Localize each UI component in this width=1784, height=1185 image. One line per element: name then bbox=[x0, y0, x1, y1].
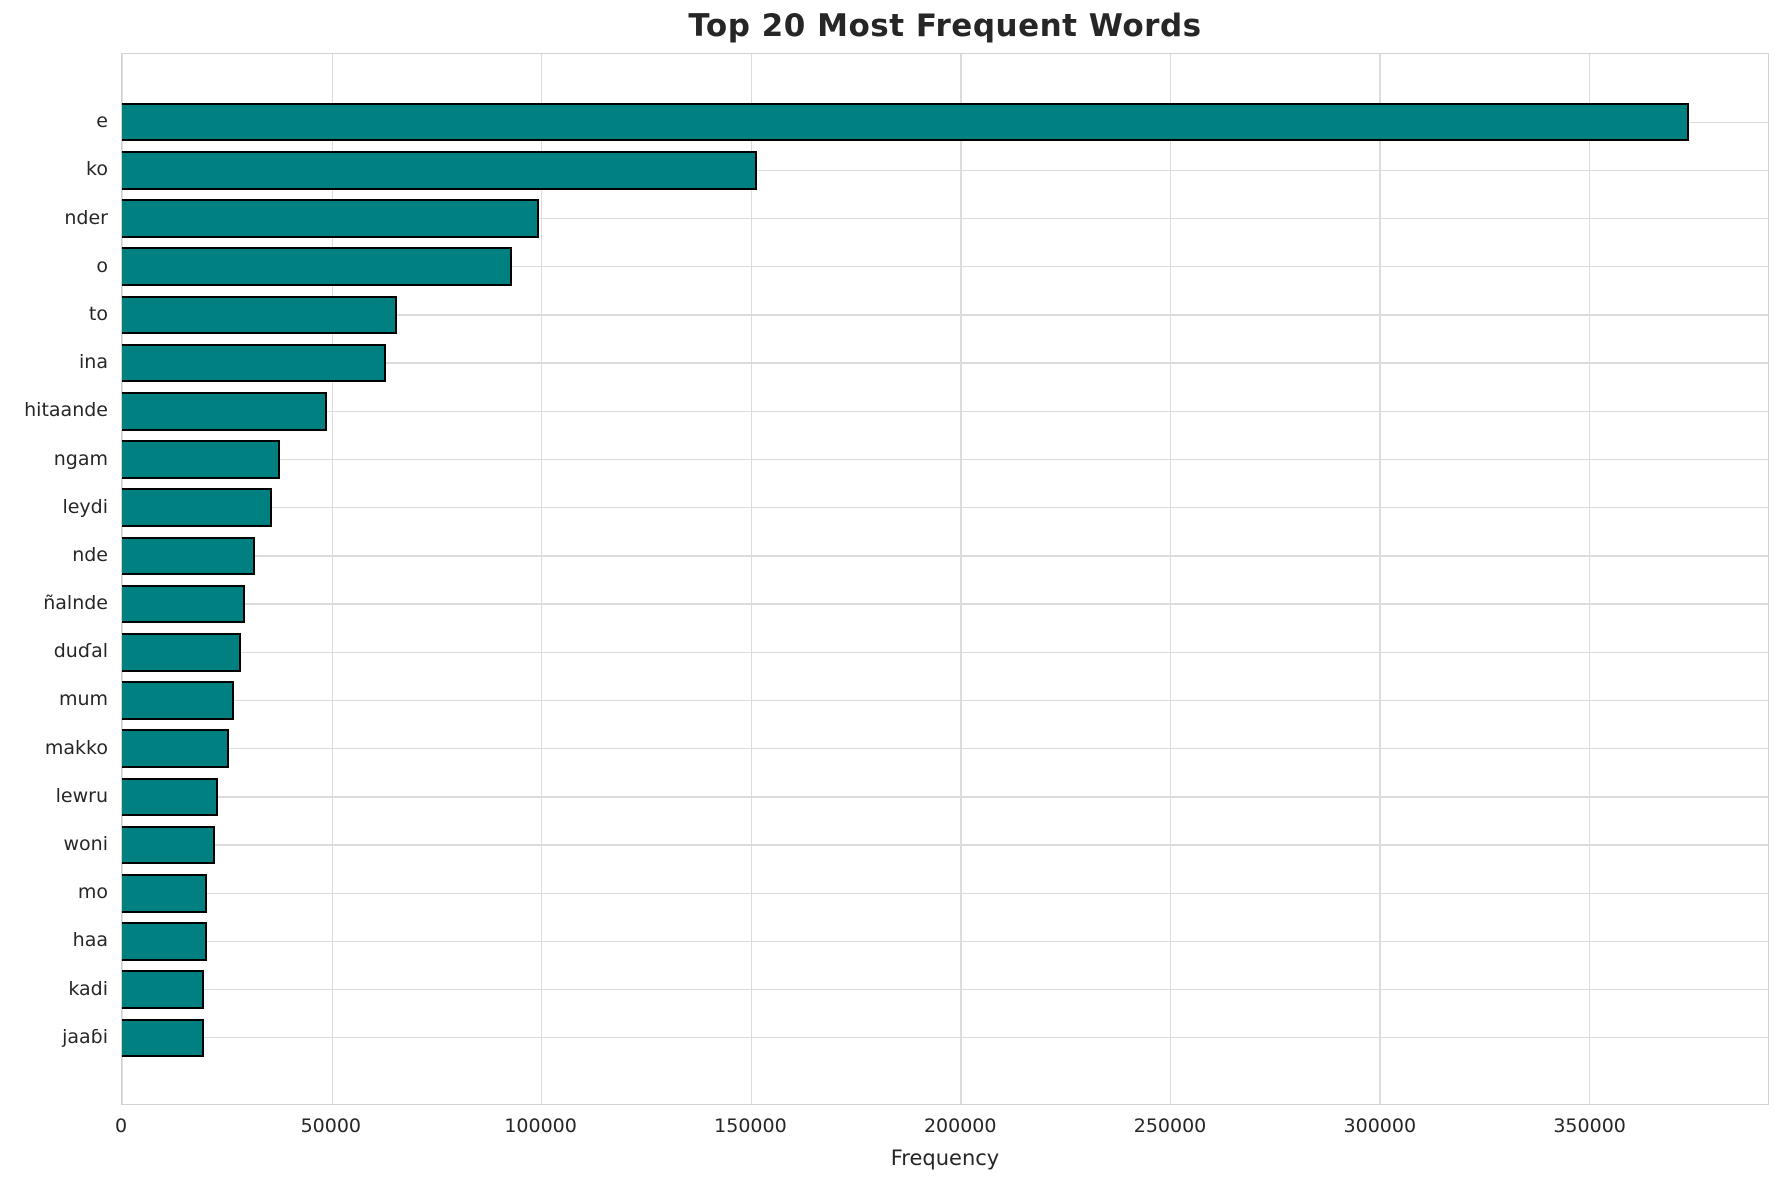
horizontal-gridline bbox=[122, 266, 1768, 268]
bar-hitaande bbox=[122, 392, 327, 431]
y-tick-label-duɗal: duɗal bbox=[53, 640, 108, 663]
y-tick-label-hitaande: hitaande bbox=[24, 399, 108, 422]
y-tick-label-woni: woni bbox=[63, 833, 109, 856]
bar-nder bbox=[122, 199, 539, 238]
horizontal-gridline bbox=[122, 1037, 1768, 1039]
y-tick-label-nder: nder bbox=[64, 206, 108, 229]
horizontal-gridline bbox=[122, 555, 1768, 557]
horizontal-gridline bbox=[122, 169, 1768, 172]
bar-o bbox=[122, 247, 512, 287]
bar-haa bbox=[122, 922, 207, 961]
chart-title: Top 20 Most Frequent Words bbox=[688, 8, 1202, 44]
bar-duɗal bbox=[122, 633, 242, 672]
horizontal-gridline bbox=[122, 314, 1768, 316]
x-tick-label-300000: 300000 bbox=[1343, 1115, 1417, 1137]
vertical-gridline bbox=[541, 54, 543, 1104]
horizontal-gridline bbox=[122, 362, 1768, 364]
x-tick-label-200000: 200000 bbox=[923, 1115, 997, 1137]
bar-to bbox=[122, 295, 397, 335]
y-tick-label-kadi: kadi bbox=[68, 977, 108, 1000]
vertical-gridline bbox=[1379, 54, 1381, 1104]
vertical-gridline bbox=[1588, 54, 1591, 1104]
bar-mo bbox=[122, 873, 208, 913]
bar-nde bbox=[122, 536, 256, 576]
horizontal-gridline bbox=[122, 410, 1768, 413]
y-tick-label-leydi: leydi bbox=[62, 495, 108, 518]
y-tick-label-ñalnde: ñalnde bbox=[43, 592, 108, 615]
y-tick-label-ngam: ngam bbox=[53, 447, 108, 470]
horizontal-gridline bbox=[122, 988, 1768, 991]
bar-ina bbox=[122, 343, 387, 383]
horizontal-gridline bbox=[122, 940, 1768, 943]
bar-e bbox=[122, 102, 1690, 142]
vertical-gridline bbox=[960, 54, 962, 1104]
bar-ko bbox=[122, 151, 757, 190]
x-tick-label-350000: 350000 bbox=[1553, 1115, 1626, 1137]
x-tick-label-150000: 150000 bbox=[714, 1115, 787, 1137]
bar-kadi bbox=[122, 970, 205, 1009]
bar-mum bbox=[122, 681, 235, 720]
y-tick-label-ko: ko bbox=[86, 158, 108, 181]
horizontal-gridline bbox=[122, 892, 1768, 894]
bar-jaaɓi bbox=[122, 1018, 204, 1058]
y-tick-label-to: to bbox=[88, 302, 108, 325]
bar-makko bbox=[122, 729, 230, 768]
y-tick-label-nde: nde bbox=[72, 543, 108, 566]
y-tick-label-makko: makko bbox=[44, 736, 108, 759]
horizontal-gridline bbox=[122, 217, 1768, 220]
x-tick-label-100000: 100000 bbox=[504, 1115, 577, 1137]
y-tick-label-lewru: lewru bbox=[55, 784, 108, 807]
y-tick-label-e: e bbox=[96, 110, 108, 133]
vertical-gridline bbox=[750, 54, 753, 1104]
bar-woni bbox=[122, 825, 216, 865]
horizontal-gridline bbox=[122, 796, 1768, 798]
y-tick-label-jaaɓi: jaaɓi bbox=[62, 1025, 108, 1048]
vertical-gridline bbox=[331, 54, 333, 1104]
x-tick-label-250000: 250000 bbox=[1133, 1115, 1207, 1137]
horizontal-gridline bbox=[122, 458, 1768, 461]
horizontal-gridline bbox=[122, 699, 1768, 702]
x-tick-label-50000: 50000 bbox=[300, 1115, 362, 1137]
y-tick-label-haa: haa bbox=[72, 929, 108, 952]
y-tick-label-ina: ina bbox=[79, 351, 108, 374]
horizontal-gridline bbox=[122, 507, 1768, 509]
bar-leydi bbox=[122, 488, 272, 527]
horizontal-gridline bbox=[122, 844, 1768, 846]
horizontal-gridline bbox=[122, 603, 1768, 605]
bar-ngam bbox=[122, 440, 280, 479]
y-tick-label-mo: mo bbox=[77, 881, 108, 904]
x-tick-label-0: 0 bbox=[114, 1115, 128, 1137]
y-tick-label-o: o bbox=[96, 254, 108, 277]
bar-lewru bbox=[122, 777, 219, 817]
vertical-gridline bbox=[1169, 54, 1172, 1104]
horizontal-gridline bbox=[122, 747, 1768, 750]
vertical-gridline bbox=[122, 54, 124, 1104]
plot-area bbox=[121, 53, 1769, 1105]
horizontal-gridline bbox=[122, 651, 1768, 653]
y-tick-label-mum: mum bbox=[58, 688, 108, 711]
x-axis-title: Frequency bbox=[890, 1146, 1000, 1170]
bar-ñalnde bbox=[122, 584, 246, 624]
